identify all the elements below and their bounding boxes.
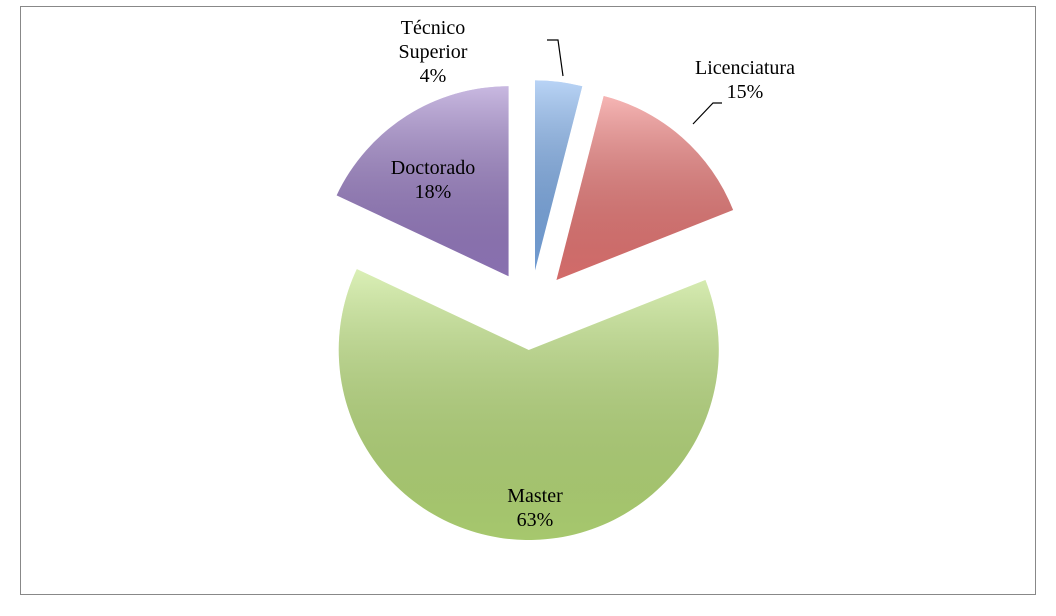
- leader-line: [547, 39, 564, 77]
- slice-shade: [556, 95, 734, 280]
- slice-category-label: Licenciatura: [695, 57, 795, 79]
- slice-shade: [535, 80, 583, 271]
- slice-shade: [336, 86, 509, 277]
- leader-line: [692, 102, 722, 125]
- slice-category-label: Técnico Superior: [398, 17, 468, 63]
- slice-value-label: 15%: [726, 81, 764, 103]
- slice-label: Doctorado 18%: [353, 156, 513, 204]
- slice-category-label: Doctorado: [390, 157, 476, 179]
- slice-shade: [338, 269, 719, 540]
- slice-category-label: Master: [507, 485, 563, 507]
- slice-value-label: 18%: [414, 181, 452, 203]
- slice-value-label: 63%: [516, 509, 554, 531]
- slice-label: Licenciatura 15%: [665, 56, 825, 104]
- chart-frame: [20, 6, 1036, 595]
- slice-value-label: 4%: [419, 65, 447, 87]
- slice-label: Master 63%: [455, 484, 615, 532]
- slice-label: Técnico Superior 4%: [378, 16, 488, 88]
